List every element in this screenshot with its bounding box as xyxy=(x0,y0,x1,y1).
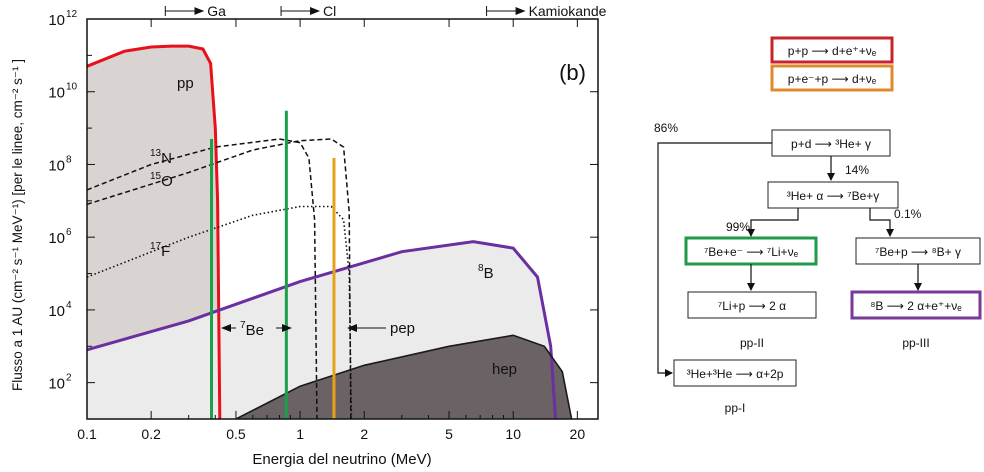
x-tick-label: 0.2 xyxy=(141,426,161,442)
y-tick-exponent: 4 xyxy=(66,300,72,311)
panel-label: (b) xyxy=(559,60,586,85)
hep-spectrum-fill xyxy=(236,335,572,419)
O15-spectrum-curve xyxy=(87,138,352,419)
li7-p-reaction-box xyxy=(687,291,817,319)
x-tick-label: 10 xyxy=(505,426,521,442)
n13-curve-label: 13N xyxy=(150,148,172,167)
y-tick-exponent: 10 xyxy=(66,82,78,93)
B8-spectrum-curve xyxy=(87,240,557,419)
pp-reaction-text: p+p ⟶ d+e⁺+νₑ xyxy=(788,44,877,58)
y-tick-label: 10 xyxy=(48,376,65,393)
chain-label-pp1: pp-I xyxy=(725,401,746,415)
y-tick-exponent: 12 xyxy=(66,9,78,20)
y-tick-exponent: 2 xyxy=(66,373,72,384)
arrow-branch-99 xyxy=(747,208,799,237)
x-axis-title: Energia del neutrino (MeV) xyxy=(252,451,431,468)
hep-spectrum-curve xyxy=(235,334,573,419)
hep-curve-label: hep xyxy=(492,361,517,378)
pp-spectrum-curve xyxy=(87,44,222,419)
y-tick-exponent: 6 xyxy=(66,227,72,238)
x-tick-label: 5 xyxy=(445,426,453,442)
pp-curve-label: pp xyxy=(177,75,194,92)
o15-curve-label: 15O xyxy=(150,171,173,190)
b8-decay-reaction-text: ⁸B ⟶ 2 α+e⁺+νₑ xyxy=(870,299,962,313)
chain-label-pp2: pp-II xyxy=(740,336,764,350)
b8-curve-label: 8B xyxy=(478,263,494,282)
y-tick-label: 10 xyxy=(48,230,65,247)
pp-chain-diagram: p+p ⟶ d+e⁺+νₑ p+e⁻+p ⟶ d+νₑ p+d ⟶ ³He+ γ… xyxy=(654,36,982,415)
pep-reaction-box xyxy=(770,64,894,92)
y-tick-label: 10 xyxy=(48,12,65,29)
y-tick-label: 10 xyxy=(48,303,65,320)
plot-frame xyxy=(86,18,599,420)
be7-p-reaction-box xyxy=(855,237,981,265)
li7-p-reaction-text: ⁷Li+p ⟶ 2 α xyxy=(718,299,786,313)
threshold-Kamiokande-label: Kamiokande xyxy=(529,3,607,19)
be7-line-label: 7Be xyxy=(240,320,264,339)
arrow-branch-01 xyxy=(869,208,894,237)
y-axis-title: Flusso a 1 AU (cm⁻² s⁻¹ MeV⁻¹) [per le l… xyxy=(10,59,25,391)
branch-label-14: 14% xyxy=(845,163,869,177)
arrow-branch-86 xyxy=(657,142,772,377)
x-tick-label: 0.1 xyxy=(77,426,97,442)
pd-reaction-box xyxy=(771,129,891,157)
x-tick-label: 0.5 xyxy=(226,426,246,442)
x-tick-label: 20 xyxy=(570,426,586,442)
threshold-Ga-label: Ga xyxy=(207,3,226,19)
N13-spectrum-curve xyxy=(87,138,318,419)
be7-p-reaction-text: ⁷Be+p ⟶ ⁸B+ γ xyxy=(875,245,961,259)
y-tick-label: 10 xyxy=(48,157,65,174)
f17-curve-label: 17F xyxy=(150,241,170,260)
chain-label-pp3: pp-III xyxy=(902,336,929,350)
he3-alpha-reaction-text: ³He+ α ⟶ ⁷Be+γ xyxy=(787,189,880,203)
branch-label-86: 86% xyxy=(654,121,678,135)
he3-he3-reaction-text: ³He+³He ⟶ α+2p xyxy=(687,367,784,381)
b8-decay-reaction-box xyxy=(850,290,982,320)
pp-reaction-box xyxy=(770,36,894,64)
branch-label-99: 99% xyxy=(726,220,750,234)
be7-e-reaction-text: ⁷Be+e⁻ ⟶ ⁷Li+νₑ xyxy=(704,245,799,259)
pep-reaction-text: p+e⁻+p ⟶ d+νₑ xyxy=(788,72,877,86)
F17-spectrum-curve xyxy=(87,205,353,419)
y-tick-exponent: 8 xyxy=(66,154,72,165)
x-tick-label: 2 xyxy=(360,426,368,442)
threshold-Cl-label: Cl xyxy=(323,3,336,19)
pd-reaction-text: p+d ⟶ ³He+ γ xyxy=(791,137,871,151)
he3-he3-reaction-box xyxy=(673,359,797,387)
branch-label-01: 0.1% xyxy=(894,207,922,221)
pep-line-label: pep xyxy=(390,320,415,337)
x-tick-label: 1 xyxy=(296,426,304,442)
he3-alpha-reaction-box xyxy=(767,181,899,209)
y-tick-label: 10 xyxy=(48,85,65,102)
